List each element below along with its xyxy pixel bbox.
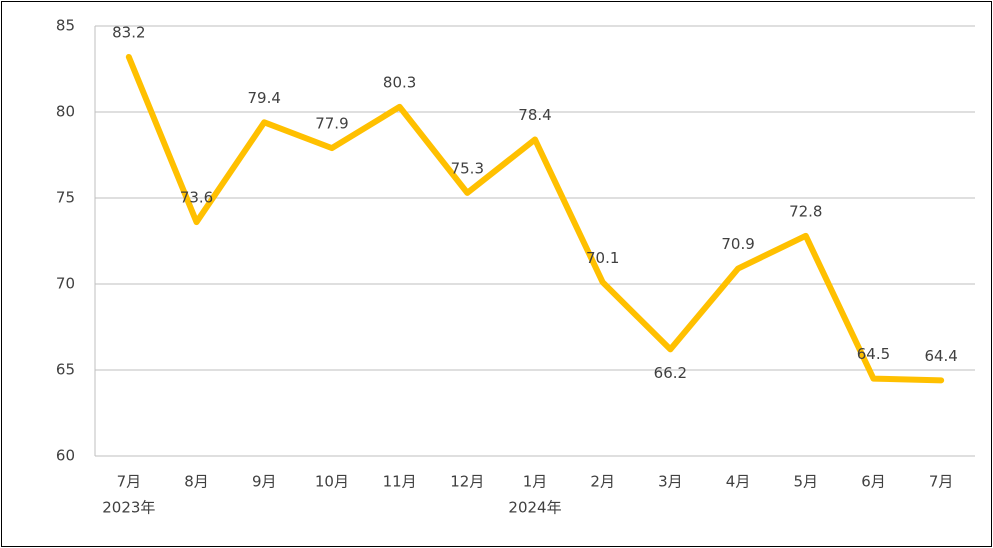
data-label: 70.1 (586, 249, 619, 267)
x-tick-label: 3月 (658, 473, 683, 491)
data-label: 66.2 (654, 364, 687, 382)
x-group-label: 2023年 (102, 499, 155, 517)
x-tick-label: 1月 (523, 473, 548, 491)
data-label: 75.3 (451, 159, 484, 177)
x-tick-label: 10月 (315, 473, 349, 491)
data-label: 64.5 (857, 345, 890, 363)
x-tick-label: 12月 (450, 473, 484, 491)
data-label: 72.8 (789, 202, 822, 220)
data-label: 73.6 (180, 189, 213, 207)
data-label: 79.4 (248, 89, 281, 107)
data-label: 64.4 (924, 347, 957, 365)
y-tick-label: 75 (56, 189, 75, 207)
x-tick-label: 5月 (793, 473, 818, 491)
data-label: 70.9 (721, 235, 754, 253)
data-label: 78.4 (518, 106, 551, 124)
x-tick-label: 11月 (383, 473, 417, 491)
x-tick-label: 8月 (184, 473, 209, 491)
x-tick-label: 9月 (252, 473, 277, 491)
line-series (125, 53, 945, 384)
data-label: 77.9 (315, 115, 348, 133)
x-tick-label: 2月 (590, 473, 615, 491)
y-tick-label: 60 (56, 447, 75, 465)
data-label: 83.2 (112, 23, 145, 41)
y-tick-label: 70 (56, 275, 75, 293)
x-group-label: 2024年 (508, 499, 561, 517)
y-tick-label: 85 (56, 17, 75, 35)
x-tick-label: 7月 (117, 473, 142, 491)
x-tick-label: 6月 (861, 473, 886, 491)
x-tick-label: 4月 (726, 473, 751, 491)
y-tick-label: 80 (56, 103, 75, 121)
data-label: 80.3 (383, 73, 416, 91)
y-tick-label: 65 (56, 361, 75, 379)
x-tick-label: 7月 (929, 473, 954, 491)
